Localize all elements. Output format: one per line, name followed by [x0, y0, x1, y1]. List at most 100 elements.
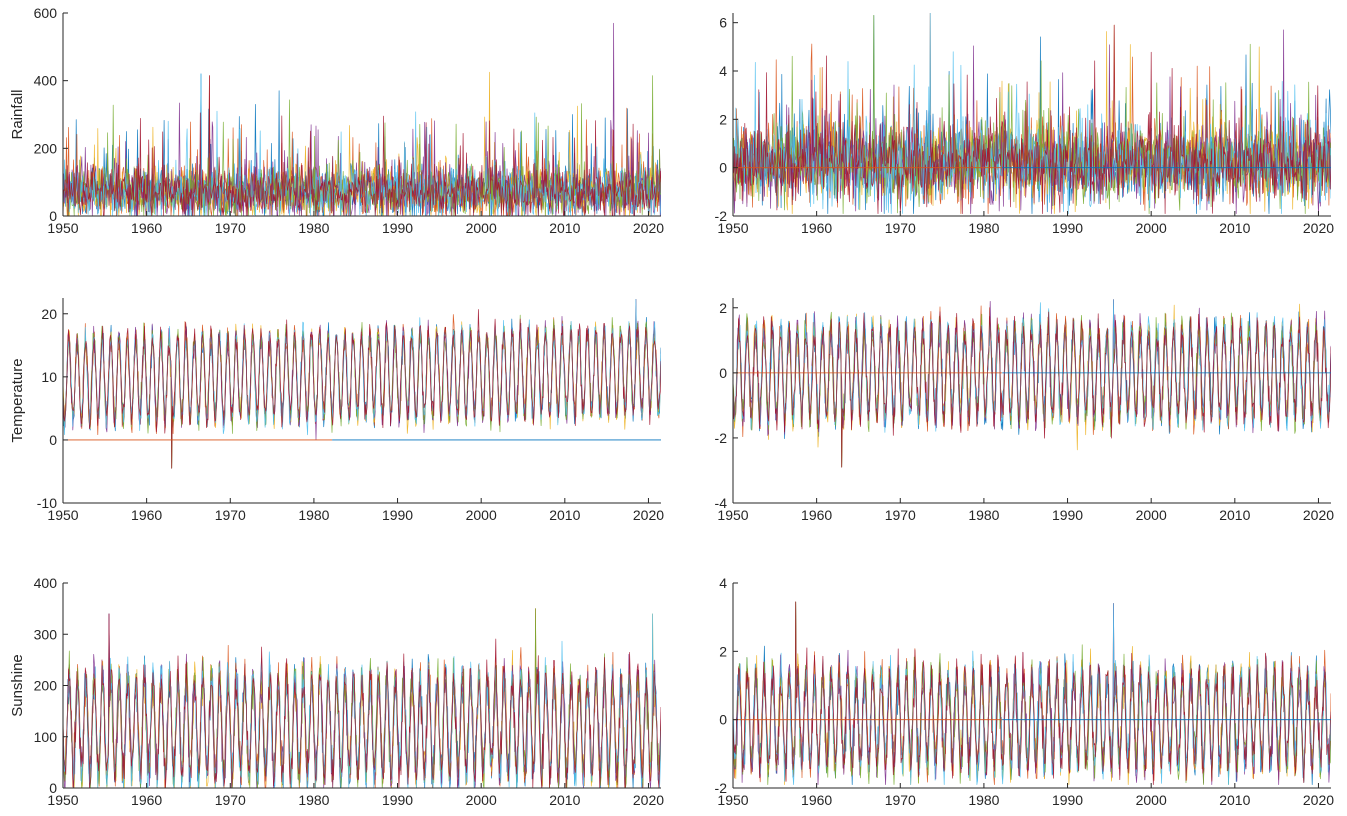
x-tick-label: 2000: [466, 792, 497, 808]
series-line: [63, 298, 661, 436]
x-tick-label: 2020: [1303, 220, 1334, 236]
series-line: [63, 613, 661, 788]
y-tick-label: 0: [719, 365, 727, 381]
series-group: [733, 601, 1331, 785]
x-tick-label: 1980: [968, 220, 999, 236]
y-tick-label: 100: [34, 729, 58, 745]
series-group: [733, 299, 1331, 468]
y-tick-label: 2: [719, 643, 727, 659]
y-tick-label: -2: [715, 780, 728, 796]
y-tick-label: 4: [719, 63, 727, 79]
y-axis-label: Sunshine: [9, 654, 26, 717]
x-tick-label: 1950: [47, 507, 78, 523]
x-tick-label: 2000: [466, 507, 497, 523]
x-tick-label: 1970: [215, 792, 246, 808]
x-tick-label: 1990: [382, 507, 413, 523]
x-tick-label: 2010: [549, 220, 580, 236]
x-tick-label: 2010: [1219, 220, 1250, 236]
y-tick-label: 300: [34, 626, 58, 642]
x-tick-label: 1990: [1052, 507, 1083, 523]
x-tick-label: 2000: [1136, 507, 1167, 523]
y-tick-label: 10: [41, 369, 57, 385]
y-tick-label: 200: [34, 140, 58, 156]
y-tick-label: 4: [719, 575, 727, 591]
series-line: [733, 603, 1331, 785]
series-group: [63, 22, 661, 216]
x-tick-label: 2020: [1303, 792, 1334, 808]
y-tick-label: 6: [719, 15, 727, 31]
x-tick-label: 2020: [633, 792, 664, 808]
x-tick-label: 1970: [885, 220, 916, 236]
x-tick-label: 1980: [298, 220, 329, 236]
x-tick-label: 2000: [1136, 792, 1167, 808]
x-tick-label: 1960: [131, 507, 162, 523]
y-tick-label: 20: [41, 306, 57, 322]
chart-panel-rainfall-standardized: 1950 1960 1970 1980 1990 2000 2010 2020 -2 0 2 4 6: [715, 13, 1334, 236]
y-tick-label: 400: [34, 73, 58, 89]
x-tick-label: 2020: [633, 220, 664, 236]
x-tick-label: 1960: [131, 220, 162, 236]
y-tick-label: 2: [719, 300, 727, 316]
series-line: [63, 75, 661, 216]
x-tick-label: 1980: [298, 792, 329, 808]
y-tick-label: 0: [49, 208, 57, 224]
x-tick-label: 1950: [717, 792, 748, 808]
x-tick-label: 1990: [1052, 792, 1083, 808]
x-tick-label: 2010: [549, 507, 580, 523]
series-group: [63, 608, 661, 788]
x-tick-label: 2010: [1219, 792, 1250, 808]
x-tick-label: 1970: [215, 507, 246, 523]
y-tick-label: 0: [719, 712, 727, 728]
chart-panel-temperature-raw: 1950 1960 1970 1980 1990 2000 2010 2020 -10 0 10 20…: [9, 298, 664, 523]
x-tick-label: 1990: [382, 220, 413, 236]
x-tick-label: 2010: [1219, 507, 1250, 523]
x-tick-label: 2020: [1303, 507, 1334, 523]
x-tick-label: 2000: [1136, 220, 1167, 236]
y-tick-label: 200: [34, 678, 58, 694]
x-tick-label: 1960: [801, 220, 832, 236]
x-tick-label: 1950: [717, 507, 748, 523]
series-line: [733, 13, 1331, 214]
series-line: [733, 601, 1331, 785]
y-axis-label: Rainfall: [9, 89, 26, 139]
series-line: [63, 298, 661, 436]
x-tick-label: 2010: [549, 792, 580, 808]
series-line: [63, 22, 661, 216]
y-tick-label: 2: [719, 111, 727, 127]
x-tick-label: 1990: [382, 792, 413, 808]
series-line: [63, 309, 661, 469]
y-tick-label: -2: [715, 208, 728, 224]
series-line: [63, 298, 661, 440]
x-tick-label: 1950: [47, 220, 78, 236]
y-tick-label: 600: [34, 5, 58, 21]
x-tick-label: 1980: [968, 507, 999, 523]
x-tick-label: 1970: [885, 792, 916, 808]
x-tick-label: 1950: [717, 220, 748, 236]
y-axis-label: Temperature: [9, 358, 26, 442]
x-tick-label: 2000: [466, 220, 497, 236]
chart-panel-sunshine-raw: 1950 1960 1970 1980 1990 2000 2010 2020 0 100 200 3…: [9, 575, 664, 808]
y-tick-label: 0: [49, 432, 57, 448]
x-tick-label: 1990: [1052, 220, 1083, 236]
series-line: [733, 299, 1331, 433]
y-tick-label: 0: [49, 780, 57, 796]
chart-panel-temperature-standardized: 1950 1960 1970 1980 1990 2000 2010 2020 -4 -2 0 2: [715, 298, 1334, 523]
x-tick-label: 1970: [215, 220, 246, 236]
x-tick-label: 1980: [298, 507, 329, 523]
x-tick-label: 1950: [47, 792, 78, 808]
chart-panel-sunshine-standardized: 1950 1960 1970 1980 1990 2000 2010 2020 -2 0 2 4: [715, 575, 1335, 808]
y-tick-label: -10: [37, 495, 57, 511]
x-tick-label: 1970: [885, 507, 916, 523]
x-tick-label: 1960: [801, 507, 832, 523]
chart-panel-rainfall-raw: 1950 1960 1970 1980 1990 2000 2010 2020 0 200 400 6…: [9, 5, 664, 236]
y-tick-label: 400: [34, 575, 58, 591]
series-group: [63, 298, 661, 469]
y-tick-label: 0: [719, 160, 727, 176]
x-tick-label: 1960: [801, 792, 832, 808]
y-tick-label: -4: [715, 495, 728, 511]
series-line: [733, 311, 1331, 468]
series-group: [733, 13, 1331, 214]
x-tick-label: 1960: [131, 792, 162, 808]
series-line: [63, 613, 661, 788]
